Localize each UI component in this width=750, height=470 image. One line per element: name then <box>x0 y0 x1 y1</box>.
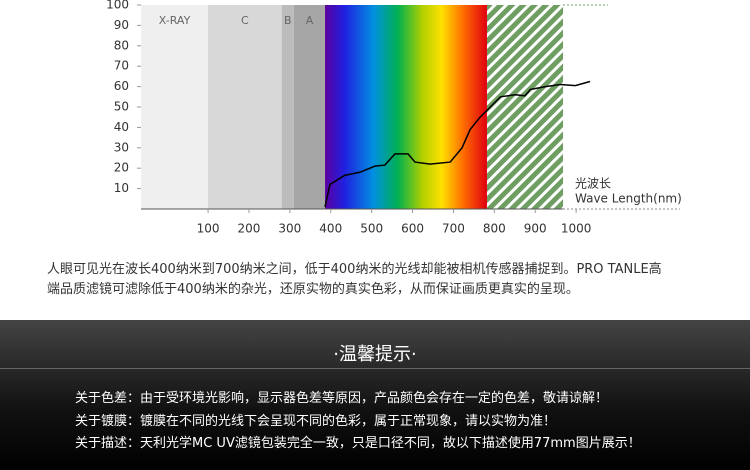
description-line: 端品质滤镜可滤除低于400纳米的杂光，还原实物的真实色彩，从而保证画质更真实的呈… <box>47 282 579 297</box>
x-tick-label: 100 <box>197 222 220 236</box>
infrared-band <box>486 5 564 209</box>
x-tick-label: 1000 <box>561 222 592 236</box>
band <box>293 5 326 209</box>
band-label: C <box>241 14 249 27</box>
annotation: Wave Length(nm) <box>575 192 682 206</box>
notice-panel: ·温馨提示· 关于色差：由于受环境光影响，显示器色差等原因，产品颜色会存在一定的… <box>0 320 750 470</box>
band-label: A <box>306 14 314 27</box>
band <box>141 5 209 209</box>
spectral-curve <box>324 80 591 208</box>
divider <box>0 368 750 369</box>
x-tick-label: 700 <box>442 222 465 236</box>
x-tick-label: 800 <box>483 222 506 236</box>
x-tick-label: 500 <box>360 222 383 236</box>
annotation: 光波长 <box>575 177 611 191</box>
y-tick-label: 100 <box>106 0 129 12</box>
y-tick-label: 70 <box>114 59 129 73</box>
x-tick-label: 300 <box>278 222 301 236</box>
y-tick-label: 60 <box>114 79 129 93</box>
y-tick-label: 40 <box>114 120 129 134</box>
description: 人眼可见光在波长400纳米到700纳米之间，低于400纳米的光线却能被相机传感器… <box>47 260 727 300</box>
y-tick-label: 90 <box>114 18 129 32</box>
y-tick-label: 50 <box>114 100 129 114</box>
band-label: B <box>284 14 292 27</box>
band-label: X-RAY <box>159 14 191 27</box>
plot-area: X-RAY C B A <box>141 5 564 210</box>
notice-item: 关于描述：天利光学MC UV滤镜包装完全一致，只是口径不同，故以下描述使用77m… <box>75 436 641 451</box>
notice-list: 关于色差：由于受环境光影响，显示器色差等原因，产品颜色会存在一定的色差，敬请谅解… <box>75 388 641 456</box>
x-tick-label: 200 <box>238 222 261 236</box>
y-tick-label: 10 <box>114 181 129 195</box>
x-tick-label: 900 <box>524 222 547 236</box>
notice-item: 关于镀膜：镀膜在不同的光线下会呈现不同的色彩，属于正常现象，请以实物为准！ <box>75 413 557 429</box>
y-tick-label: 20 <box>114 161 129 175</box>
description-line: 人眼可见光在波长400纳米到700纳米之间，低于400纳米的光线却能被相机传感器… <box>47 262 662 277</box>
chart: X-RAY C B A 光波长 Wave Length(nm) 10 20 30 40 50 6… <box>106 0 682 236</box>
notice-title: ·温馨提示· <box>333 344 417 365</box>
visible-spectrum <box>325 5 487 209</box>
band <box>281 5 294 209</box>
notice-item: 关于色差：由于受环境光影响，显示器色差等原因，产品颜色会存在一定的色差，敬请谅解… <box>75 391 609 406</box>
x-tick-label: 600 <box>401 222 424 236</box>
x-tick-label: 400 <box>319 222 342 236</box>
y-tick-label: 30 <box>114 140 129 154</box>
band <box>208 5 282 209</box>
y-tick-label: 80 <box>114 38 129 52</box>
